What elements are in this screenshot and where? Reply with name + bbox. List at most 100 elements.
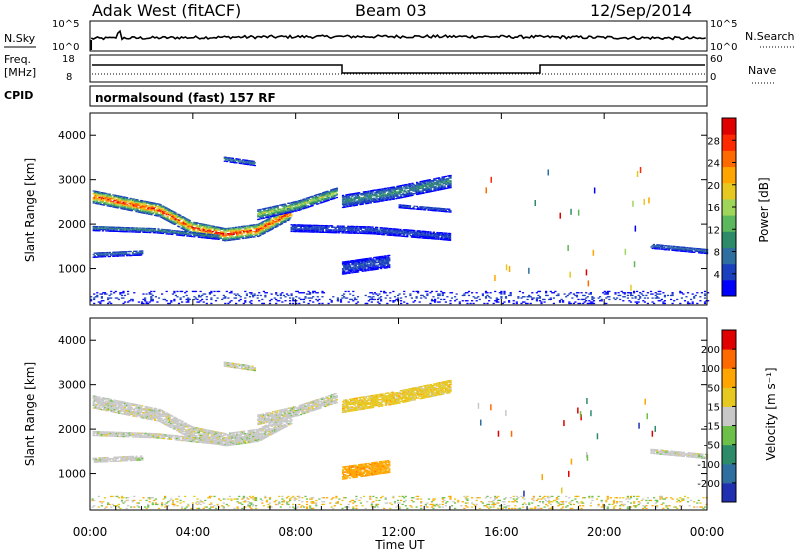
heatmap-cell: [432, 238, 435, 240]
nsky-tick-top-right: 10^5: [710, 19, 737, 30]
heatmap-cell: [93, 190, 96, 192]
nsky-label: N.Sky: [4, 32, 36, 45]
heatmap-cell: [365, 199, 368, 201]
heatmap-cell: [384, 292, 387, 294]
heatmap-cell: [182, 227, 185, 229]
heatmap-cell: [181, 301, 184, 303]
heatmap-cell: [398, 207, 401, 209]
heatmap-cell: [126, 255, 129, 257]
heatmap-cell: [329, 298, 332, 301]
heatmap-cell: [304, 199, 307, 201]
heatmap-cell: [234, 160, 237, 162]
heatmap-cell: [304, 296, 307, 298]
cpid-frame: [89, 85, 708, 107]
heatmap-cell: [588, 300, 591, 302]
heatmap-cell: [244, 237, 247, 239]
heatmap-cell: [106, 254, 109, 256]
heatmap-cell: [350, 266, 353, 269]
heatmap-cell: [141, 201, 144, 203]
heatmap-cell: [180, 230, 183, 233]
heatmap-cell: [203, 237, 206, 239]
heatmap-cell: [137, 251, 140, 254]
heatmap-cell: [332, 230, 335, 232]
heatmap-cell: [376, 191, 379, 193]
heatmap-cell: [141, 204, 144, 206]
heatmap-cell: [381, 255, 384, 258]
heatmap-cell: [236, 229, 239, 231]
heatmap-cell: [445, 235, 448, 237]
heatmap-cell: [418, 184, 421, 186]
heatmap-cell: [283, 211, 286, 213]
heatmap-cell: [396, 185, 399, 188]
heatmap-cell: [343, 226, 346, 229]
heatmap-cell: [355, 201, 358, 204]
heatmap-cell: [422, 188, 426, 190]
heatmap-cell: [357, 228, 360, 230]
heatmap-cell: [392, 233, 395, 235]
heatmap-cell: [394, 233, 397, 235]
heatmap-cell: [338, 226, 341, 229]
heatmap-cell: [294, 210, 297, 212]
heatmap-cell: [200, 234, 203, 236]
heatmap-cell: [319, 228, 322, 231]
heatmap-cell: [355, 298, 358, 301]
heatmap-cell: [363, 201, 367, 204]
heatmap-cell: [295, 296, 298, 298]
heatmap-cell: [387, 233, 390, 235]
heatmap-cell: [126, 207, 129, 210]
heatmap-cell: [385, 263, 389, 265]
heatmap-cell: [289, 217, 292, 219]
heatmap-cell: [526, 298, 529, 301]
heatmap-cell: [361, 200, 364, 203]
nsky-frame: [89, 20, 708, 52]
heatmap-cell: [355, 225, 358, 228]
heatmap-cell: [261, 222, 264, 225]
heatmap-cell: [218, 232, 221, 234]
heatmap-cell: [185, 233, 188, 236]
heatmap-cell: [441, 208, 444, 210]
heatmap-cell: [259, 294, 262, 297]
heatmap-cell: [286, 212, 289, 214]
heatmap-cell: [324, 191, 327, 193]
heatmap-cell: [361, 259, 364, 262]
heatmap-cell: [437, 238, 440, 240]
heatmap-cell: [222, 238, 225, 240]
heatmap-cell: [415, 297, 418, 299]
heatmap-cell: [353, 297, 356, 299]
heatmap-cell: [413, 300, 417, 302]
heatmap-cell: [537, 290, 540, 293]
heatmap-cell: [438, 185, 441, 187]
heatmap-cell: [433, 182, 436, 184]
heatmap-cell: [105, 254, 108, 256]
heatmap-cell: [113, 203, 116, 206]
heatmap-cell: [399, 191, 402, 194]
heatmap-cell: [363, 262, 367, 264]
heatmap-cell: [320, 197, 323, 200]
heatmap-cell: [369, 257, 372, 259]
heatmap-cell: [283, 203, 286, 205]
heatmap-cell: [271, 222, 275, 224]
heatmap-cell: [112, 251, 115, 253]
heatmap-cell: [201, 234, 204, 236]
heatmap-cell: [163, 216, 166, 219]
heatmap-cell: [372, 200, 375, 202]
heatmap-cell: [112, 194, 115, 196]
heatmap-cell: [418, 192, 421, 194]
heatmap-cell: [323, 201, 326, 203]
heatmap-cell: [109, 196, 113, 198]
colorbar-swatch: [722, 198, 736, 216]
heatmap-cell: [245, 161, 248, 163]
heatmap-cell: [314, 198, 318, 200]
heatmap-cell: [312, 301, 315, 303]
heatmap-cell: [420, 233, 423, 235]
heatmap-cell: [145, 231, 148, 234]
heatmap-cell: [244, 160, 247, 163]
heatmap-cell: [204, 229, 207, 231]
heatmap-cell: [239, 236, 242, 239]
heatmap-cell: [316, 200, 319, 203]
heatmap-cell: [633, 261, 636, 268]
heatmap-cell: [637, 301, 640, 303]
heatmap-cell: [159, 206, 162, 209]
heatmap-cell: [269, 217, 272, 219]
heatmap-cell: [115, 226, 118, 228]
